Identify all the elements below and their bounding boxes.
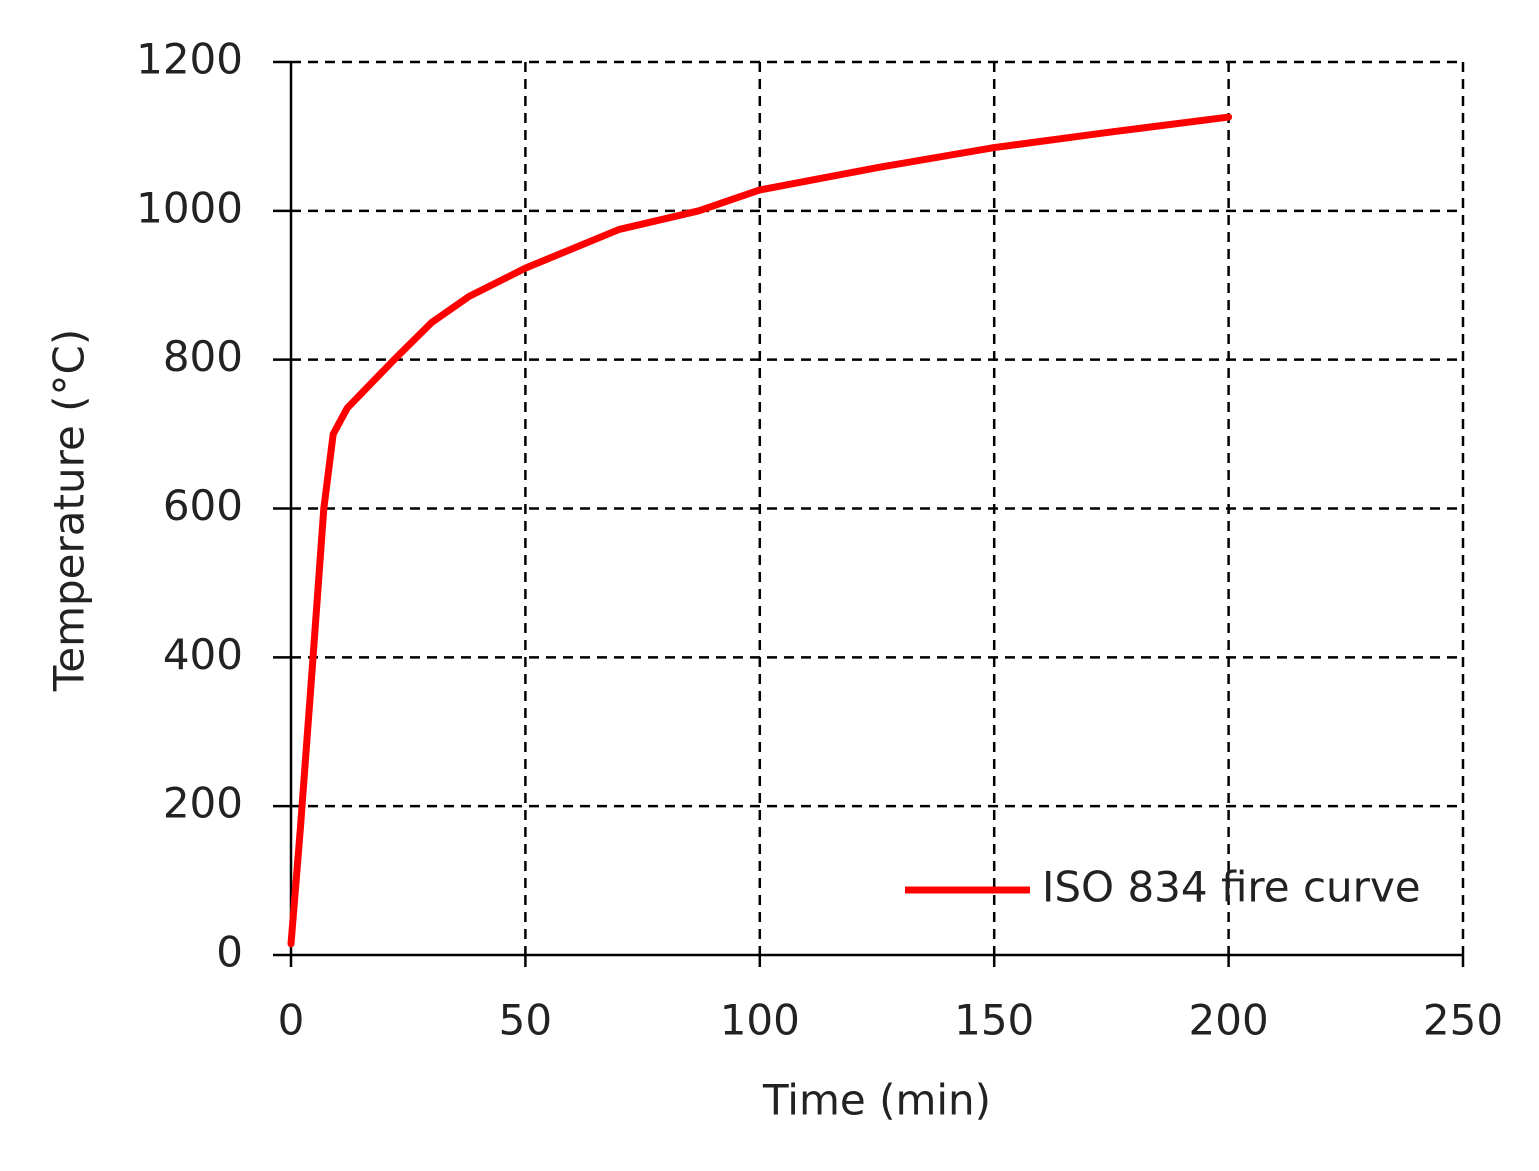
y-tick-label: 800 — [163, 332, 243, 381]
y-tick-label: 200 — [163, 779, 243, 828]
line-series — [287, 113, 1233, 948]
legend-label: ISO 834 fire curve — [1042, 863, 1421, 912]
x-tick-label: 0 — [278, 996, 305, 1045]
x-tick-label: 250 — [1423, 996, 1503, 1045]
y-tick-label: 1200 — [136, 35, 243, 84]
x-tick-label: 200 — [1189, 996, 1269, 1045]
y-tick-label: 0 — [216, 928, 243, 977]
y-tick-label: 400 — [163, 630, 243, 679]
y-axis-title: Temperature (°C) — [45, 329, 94, 693]
y-tick-label: 1000 — [136, 183, 243, 232]
y-tick-label: 600 — [163, 481, 243, 530]
x-tick-label: 50 — [499, 996, 552, 1045]
x-axis-title: Time (min) — [762, 1076, 991, 1125]
x-tick-label: 100 — [720, 996, 800, 1045]
x-tick-label: 150 — [954, 996, 1034, 1045]
